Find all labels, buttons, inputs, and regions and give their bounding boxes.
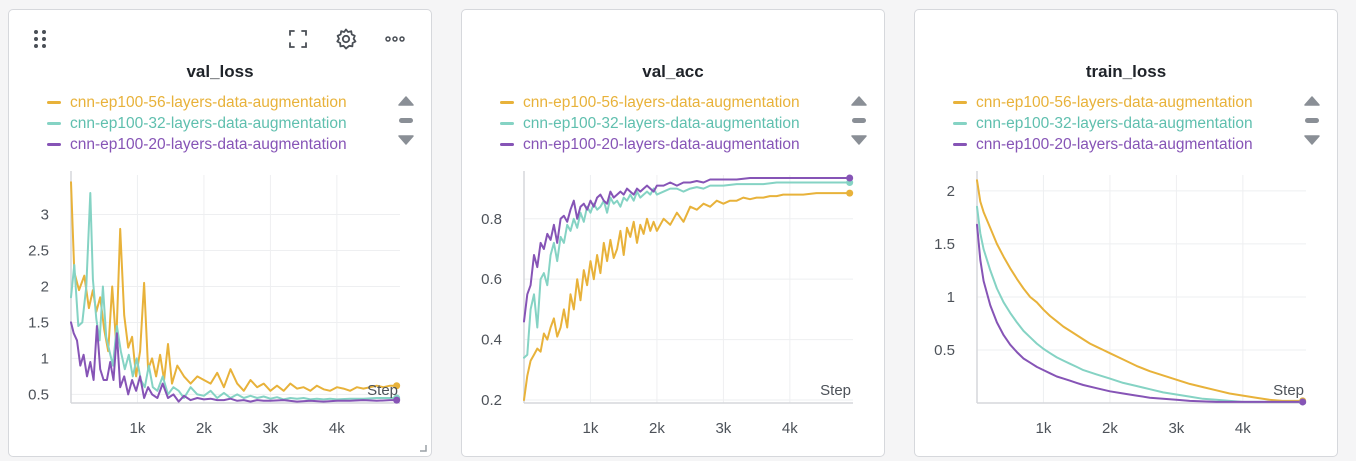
y-tick-label: 0.5 <box>934 342 955 359</box>
more-options-icon[interactable] <box>382 26 408 52</box>
y-tick-label: 1 <box>947 289 955 306</box>
x-tick-label: 2k <box>196 420 212 437</box>
drag-grip-icon[interactable] <box>27 26 53 52</box>
legend-nav <box>849 95 869 149</box>
chart-title: val_loss <box>186 62 254 81</box>
legend-nav <box>1302 95 1322 149</box>
y-tick-label: 0.2 <box>481 392 502 409</box>
y-tick-label: 1.5 <box>934 236 955 253</box>
panel-val-loss: val_loss cnn-ep100-56-layers-data-augmen… <box>8 9 432 457</box>
series-line[interactable] <box>523 177 851 323</box>
panel-val-acc: val_acc cnn-ep100-56-layers-data-augment… <box>461 9 885 457</box>
legend-label: cnn-ep100-56-layers-data-augmentation <box>976 93 1253 111</box>
legend-swatch <box>953 101 967 104</box>
legend: cnn-ep100-56-layers-data-augmentation cn… <box>47 92 347 155</box>
legend-item[interactable]: cnn-ep100-56-layers-data-augmentation <box>500 92 800 113</box>
legend-label: cnn-ep100-20-layers-data-augmentation <box>70 135 347 153</box>
legend-item[interactable]: cnn-ep100-20-layers-data-augmentation <box>500 134 800 155</box>
line-chart: 1k 2k 3k 4k 0.2 0.4 0.6 0.8 Step <box>481 171 854 437</box>
x-tick-label: 4k <box>1235 420 1251 437</box>
dash-icon <box>1305 118 1319 123</box>
legend-swatch <box>953 143 967 146</box>
fullscreen-icon[interactable] <box>285 26 311 52</box>
legend-label: cnn-ep100-32-layers-data-augmentation <box>70 114 347 132</box>
legend-label: cnn-ep100-56-layers-data-augmentation <box>70 93 347 111</box>
caret-down-icon[interactable] <box>398 135 414 145</box>
legend: cnn-ep100-56-layers-data-augmentation cn… <box>500 92 800 155</box>
series-line[interactable] <box>70 181 398 392</box>
legend-label: cnn-ep100-56-layers-data-augmentation <box>523 93 800 111</box>
series-line[interactable] <box>70 321 398 403</box>
x-tick-label: 4k <box>782 420 798 437</box>
x-axis-label: Step <box>820 382 851 399</box>
legend-label: cnn-ep100-32-layers-data-augmentation <box>523 114 800 132</box>
x-tick-label: 3k <box>1168 420 1184 437</box>
legend-item[interactable]: cnn-ep100-32-layers-data-augmentation <box>47 113 347 134</box>
x-tick-label: 3k <box>715 420 731 437</box>
line-chart: 1k 2k 3k 4k 0.5 1 1.5 2 Step <box>934 171 1307 437</box>
legend-label: cnn-ep100-20-layers-data-augmentation <box>523 135 800 153</box>
series-line[interactable] <box>976 223 1304 403</box>
x-tick-label: 4k <box>329 420 345 437</box>
y-tick-label: 0.4 <box>481 332 502 349</box>
x-tick-label: 3k <box>262 420 278 437</box>
legend-item[interactable]: cnn-ep100-56-layers-data-augmentation <box>47 92 347 113</box>
legend-item[interactable]: cnn-ep100-20-layers-data-augmentation <box>47 134 347 155</box>
legend-item[interactable]: cnn-ep100-32-layers-data-augmentation <box>500 113 800 134</box>
caret-down-icon[interactable] <box>851 135 867 145</box>
line-chart: 1k 2k 3k 4k 0.5 1 1.5 2 2.5 3 Step <box>28 171 401 437</box>
x-axis-label: Step <box>1273 382 1304 399</box>
y-tick-label: 0.5 <box>28 386 49 403</box>
x-tick-label: 1k <box>1036 420 1052 437</box>
legend-item[interactable]: cnn-ep100-56-layers-data-augmentation <box>953 92 1253 113</box>
x-tick-label: 2k <box>649 420 665 437</box>
series-end-marker <box>846 189 854 197</box>
y-tick-label: 1.5 <box>28 314 49 331</box>
resize-handle-icon[interactable] <box>419 444 427 452</box>
panel-train-loss: train_loss cnn-ep100-56-layers-data-augm… <box>914 9 1338 457</box>
legend-swatch <box>500 122 514 125</box>
chart-title: train_loss <box>1085 62 1167 81</box>
legend-swatch <box>500 101 514 104</box>
legend-swatch <box>500 143 514 146</box>
legend-nav <box>396 95 416 149</box>
legend-swatch <box>47 101 61 104</box>
legend-label: cnn-ep100-32-layers-data-augmentation <box>976 114 1253 132</box>
y-tick-label: 1 <box>41 350 49 367</box>
series-line[interactable] <box>523 192 851 401</box>
legend: cnn-ep100-56-layers-data-augmentation cn… <box>953 92 1253 155</box>
chart-title: val_acc <box>642 62 704 81</box>
legend-swatch <box>47 143 61 146</box>
y-tick-label: 2 <box>41 278 49 295</box>
dash-icon <box>852 118 866 123</box>
caret-up-icon[interactable] <box>1304 96 1320 106</box>
y-tick-label: 2.5 <box>28 243 49 260</box>
x-tick-label: 2k <box>1102 420 1118 437</box>
caret-up-icon[interactable] <box>851 96 867 106</box>
series-line[interactable] <box>523 181 851 359</box>
series-end-marker <box>393 382 401 390</box>
dash-icon <box>399 118 413 123</box>
x-tick-label: 1k <box>583 420 599 437</box>
legend-item[interactable]: cnn-ep100-32-layers-data-augmentation <box>953 113 1253 134</box>
series-end-marker <box>1299 398 1307 406</box>
legend-item[interactable]: cnn-ep100-20-layers-data-augmentation <box>953 134 1253 155</box>
legend-swatch <box>953 122 967 125</box>
y-tick-label: 3 <box>41 207 49 224</box>
legend-swatch <box>47 122 61 125</box>
y-tick-label: 0.6 <box>481 271 502 288</box>
series-end-marker <box>393 396 401 404</box>
series-end-marker <box>846 174 854 182</box>
x-tick-label: 1k <box>130 420 146 437</box>
caret-up-icon[interactable] <box>398 96 414 106</box>
legend-label: cnn-ep100-20-layers-data-augmentation <box>976 135 1253 153</box>
y-tick-label: 2 <box>947 183 955 200</box>
y-tick-label: 0.8 <box>481 211 502 228</box>
gear-icon[interactable] <box>333 26 359 52</box>
series-line[interactable] <box>70 192 398 401</box>
caret-down-icon[interactable] <box>1304 135 1320 145</box>
x-axis-label: Step <box>367 382 398 399</box>
series-line[interactable] <box>976 205 1304 403</box>
series-line[interactable] <box>976 179 1304 402</box>
